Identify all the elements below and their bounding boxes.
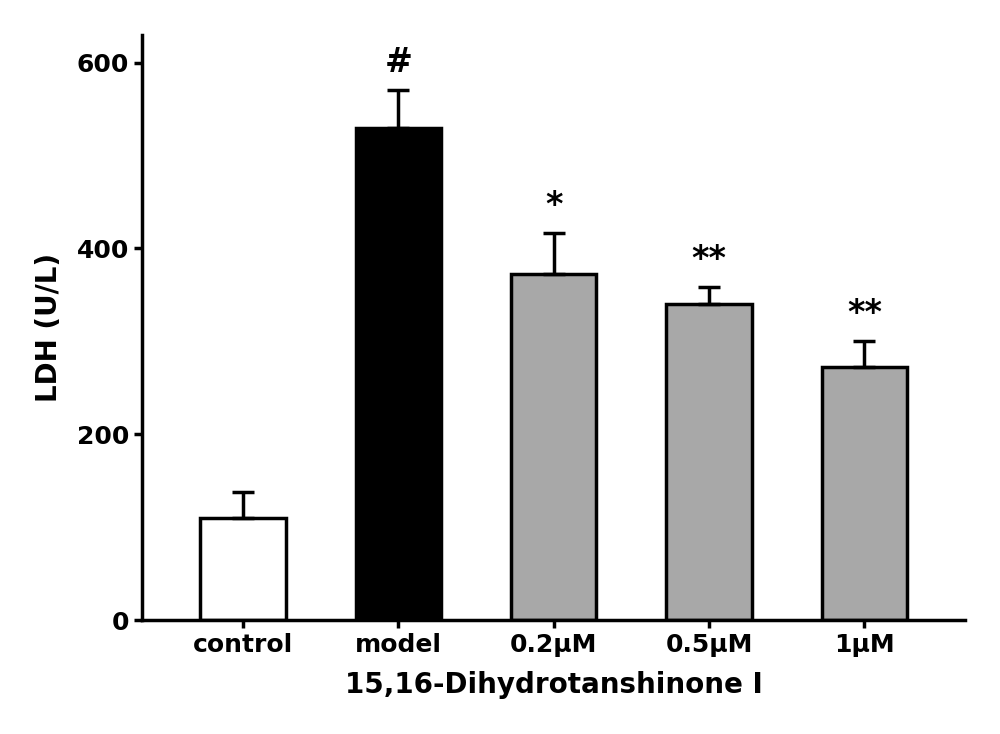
- Bar: [200, 518, 286, 620]
- Bar: [822, 368, 907, 620]
- Bar: [356, 128, 441, 620]
- Y-axis label: LDH (U/L): LDH (U/L): [35, 253, 63, 402]
- Text: #: #: [384, 46, 412, 79]
- X-axis label: 15,16-Dihydrotanshinone I: 15,16-Dihydrotanshinone I: [345, 672, 763, 700]
- Text: **: **: [692, 244, 727, 276]
- Bar: [511, 275, 596, 620]
- Text: **: **: [847, 297, 882, 330]
- Bar: [666, 304, 752, 620]
- Text: *: *: [545, 189, 562, 222]
